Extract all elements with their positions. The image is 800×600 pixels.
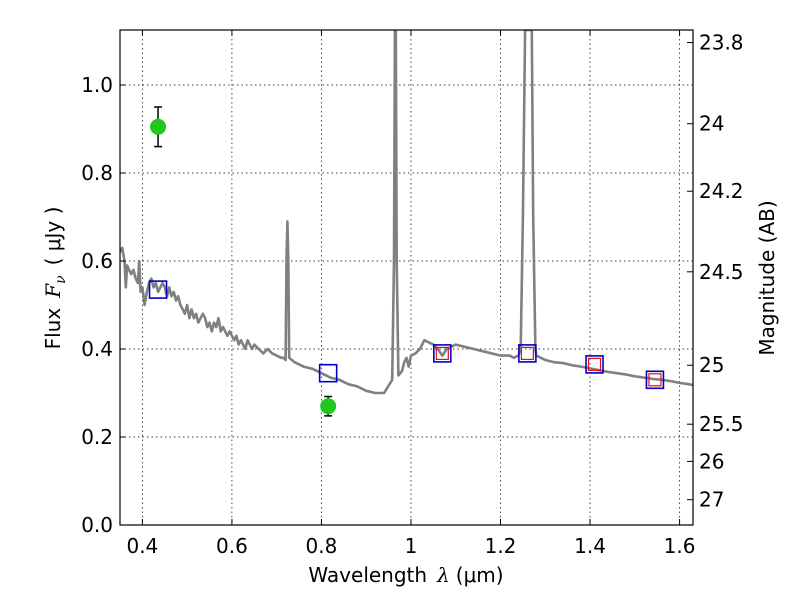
plot-frame	[119, 29, 694, 526]
y-tick-label: 0.8	[81, 161, 113, 185]
y-tick-labels: 0.0 0.2 0.4 0.6 0.8 1.0	[81, 73, 113, 537]
y2-tick-label: 24.5	[699, 260, 744, 284]
model-point	[585, 355, 604, 374]
plot-area	[120, 30, 693, 417]
y2-tick-label: 26	[699, 449, 724, 473]
y2-tick-label: 27	[699, 488, 724, 512]
x-tick-label: 1.6	[664, 534, 696, 558]
y2-tick-label: 23.8	[699, 31, 744, 55]
observed-point	[320, 398, 337, 415]
y2-tick-label: 25.5	[699, 412, 744, 436]
y-axis-label-text: Flux	[41, 308, 65, 350]
grid-lines	[120, 30, 693, 525]
y-axis-label-symbol: F	[41, 283, 65, 299]
model-point-inner	[520, 346, 534, 360]
y2-tick-label: 24	[699, 112, 724, 136]
model-point-inner	[648, 373, 662, 387]
x-tick-labels: 0.4 0.6 0.8 1 1.2 1.4 1.6	[126, 534, 695, 558]
y-tick-label: 0.2	[81, 425, 113, 449]
tick-marks	[120, 30, 693, 526]
x-tick-label: 1.4	[574, 534, 606, 558]
y-tick-label: 0.4	[81, 337, 113, 361]
y-tick-label: 1.0	[81, 73, 113, 97]
x-tick-label: 1	[405, 534, 418, 558]
model-point	[645, 370, 665, 390]
x-axis-label-symbol: λ	[436, 563, 450, 587]
y2-axis-label: Magnitude (AB)	[755, 200, 779, 355]
y-axis-label: Flux Fν ( μJy )	[41, 207, 69, 350]
y-tick-label: 0.0	[81, 513, 113, 537]
x-axis-label: Wavelength λ (μm)	[308, 563, 503, 587]
x-tick-label: 0.4	[126, 534, 158, 558]
y-axis-label-unit: ( μJy )	[41, 207, 65, 266]
y2-tick-label: 25	[699, 353, 724, 377]
x-axis-label-text: Wavelength	[308, 563, 427, 587]
model-point	[518, 344, 537, 363]
y-axis-label-subscript: ν	[53, 275, 69, 284]
y2-tick-label: 24.2	[699, 179, 744, 203]
y-tick-label: 0.6	[81, 249, 113, 273]
spectrum-line	[120, 30, 693, 395]
x-tick-label: 0.8	[306, 534, 338, 558]
model-point-inner	[435, 346, 449, 360]
x-tick-label: 0.6	[216, 534, 248, 558]
model-point-inner	[587, 357, 602, 371]
model-point	[433, 344, 452, 363]
x-axis-label-unit: (μm)	[456, 563, 504, 587]
y2-tick-labels: 23.8 24 24.2 24.5 25 25.5 26 27	[699, 31, 744, 512]
model-point	[318, 363, 338, 383]
model-point	[148, 280, 168, 299]
observed-point	[150, 118, 167, 135]
x-tick-label: 1.2	[485, 534, 517, 558]
